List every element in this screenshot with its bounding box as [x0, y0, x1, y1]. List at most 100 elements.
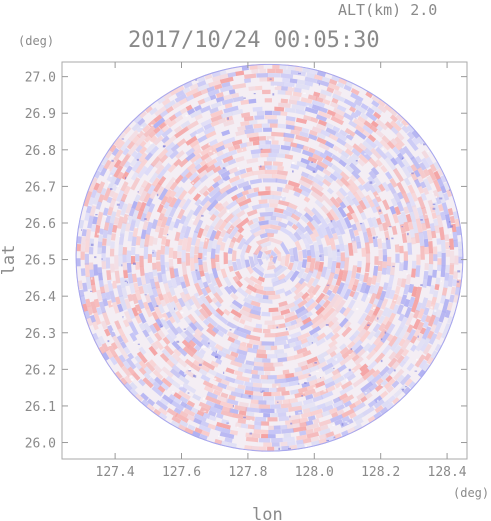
reflectivity-cell: [98, 301, 107, 314]
reflectivity-cell: [164, 99, 176, 110]
reflectivity-cell: [431, 296, 437, 305]
reflectivity-cell: [264, 371, 271, 376]
speckle: [222, 167, 225, 170]
reflectivity-cell: [271, 277, 280, 283]
reflectivity-cell: [269, 257, 274, 262]
reflectivity-cell: [200, 118, 212, 127]
reflectivity-cell: [266, 157, 276, 162]
reflectivity-cell: [220, 379, 230, 386]
reflectivity-cell: [270, 345, 278, 351]
reflectivity-cell: [264, 169, 278, 175]
reflectivity-cell: [443, 192, 450, 201]
reflectivity-cell: [274, 266, 288, 278]
reflectivity-cell: [157, 147, 169, 159]
reflectivity-cell: [410, 299, 419, 313]
reflectivity-cell: [98, 279, 104, 288]
speckle: [305, 445, 308, 448]
reflectivity-cell: [325, 127, 337, 136]
reflectivity-cell: [304, 232, 314, 245]
reflectivity-cell: [90, 224, 97, 232]
reflectivity-cell: [263, 249, 272, 255]
reflectivity-cell: [407, 221, 414, 230]
reflectivity-cell: [270, 224, 282, 231]
speckle: [268, 138, 272, 141]
reflectivity-cell: [88, 246, 94, 255]
speckle: [223, 180, 226, 183]
reflectivity-cell: [391, 361, 400, 370]
reflectivity-cell: [443, 182, 450, 191]
reflectivity-cell: [403, 251, 408, 261]
reflectivity-cell: [175, 310, 184, 320]
reflectivity-cell: [318, 142, 330, 151]
reflectivity-cell: [276, 387, 286, 392]
reflectivity-cell: [217, 395, 229, 403]
reflectivity-cell: [233, 339, 241, 346]
reflectivity-cell: [344, 270, 353, 287]
reflectivity-cell: [225, 398, 239, 406]
reflectivity-cell: [257, 136, 266, 141]
reflectivity-cell: [227, 145, 236, 152]
reflectivity-cell: [132, 227, 139, 238]
reflectivity-cell: [192, 393, 202, 402]
reflectivity-cell: [346, 204, 355, 215]
reflectivity-cell: [171, 353, 181, 362]
reflectivity-cell: [296, 443, 305, 449]
reflectivity-cell: [399, 360, 406, 368]
speckle: [292, 161, 295, 165]
reflectivity-cell: [83, 198, 90, 207]
reflectivity-cell: [332, 232, 339, 240]
reflectivity-cell: [169, 399, 185, 411]
reflectivity-cell: [129, 332, 138, 342]
reflectivity-cell: [434, 343, 442, 352]
reflectivity-cell: [329, 293, 340, 307]
reflectivity-cell: [421, 222, 427, 231]
reflectivity-cell: [173, 348, 182, 357]
reflectivity-cell: [214, 425, 224, 433]
reflectivity-cell: [276, 186, 283, 192]
reflectivity-cell: [430, 323, 437, 333]
reflectivity-cell: [279, 226, 292, 236]
reflectivity-cell: [244, 73, 257, 79]
reflectivity-cell: [143, 322, 152, 334]
reflectivity-cell: [252, 217, 259, 224]
reflectivity-cell: [178, 198, 187, 209]
reflectivity-cell: [277, 221, 288, 229]
reflectivity-cell: [246, 347, 258, 354]
reflectivity-cell: [246, 343, 253, 349]
speckle: [432, 203, 436, 205]
reflectivity-cell: [96, 211, 104, 226]
reflectivity-cell: [366, 348, 378, 361]
reflectivity-cell: [285, 124, 296, 130]
reflectivity-cell: [76, 258, 81, 267]
x-tick-label: 127.8: [228, 465, 267, 480]
reflectivity-cell: [356, 348, 366, 358]
speckle: [241, 149, 243, 151]
reflectivity-cell: [311, 126, 324, 134]
reflectivity-cell: [129, 218, 137, 232]
reflectivity-cell: [326, 357, 335, 365]
reflectivity-cell: [110, 342, 118, 351]
reflectivity-cell: [385, 375, 393, 383]
reflectivity-cell: [131, 293, 139, 305]
reflectivity-cell: [205, 395, 221, 405]
reflectivity-cell: [357, 115, 367, 124]
reflectivity-cell: [172, 185, 180, 193]
reflectivity-cell: [320, 129, 332, 138]
reflectivity-cell: [282, 187, 290, 194]
reflectivity-cell: [106, 172, 115, 182]
reflectivity-cell: [122, 147, 130, 156]
reflectivity-cell: [363, 120, 373, 129]
reflectivity-cell: [246, 284, 257, 293]
x-tick-label: 127.4: [96, 465, 135, 480]
reflectivity-cell: [225, 199, 239, 211]
reflectivity-cell: [189, 153, 202, 164]
speckle: [427, 150, 429, 153]
reflectivity-cell: [406, 329, 417, 343]
reflectivity-cell: [283, 136, 294, 143]
reflectivity-cell: [356, 242, 362, 249]
reflectivity-cell: [402, 331, 410, 341]
speckle: [144, 294, 147, 296]
reflectivity-cell: [109, 248, 115, 257]
reflectivity-cell: [104, 149, 113, 159]
reflectivity-cell: [184, 336, 192, 344]
